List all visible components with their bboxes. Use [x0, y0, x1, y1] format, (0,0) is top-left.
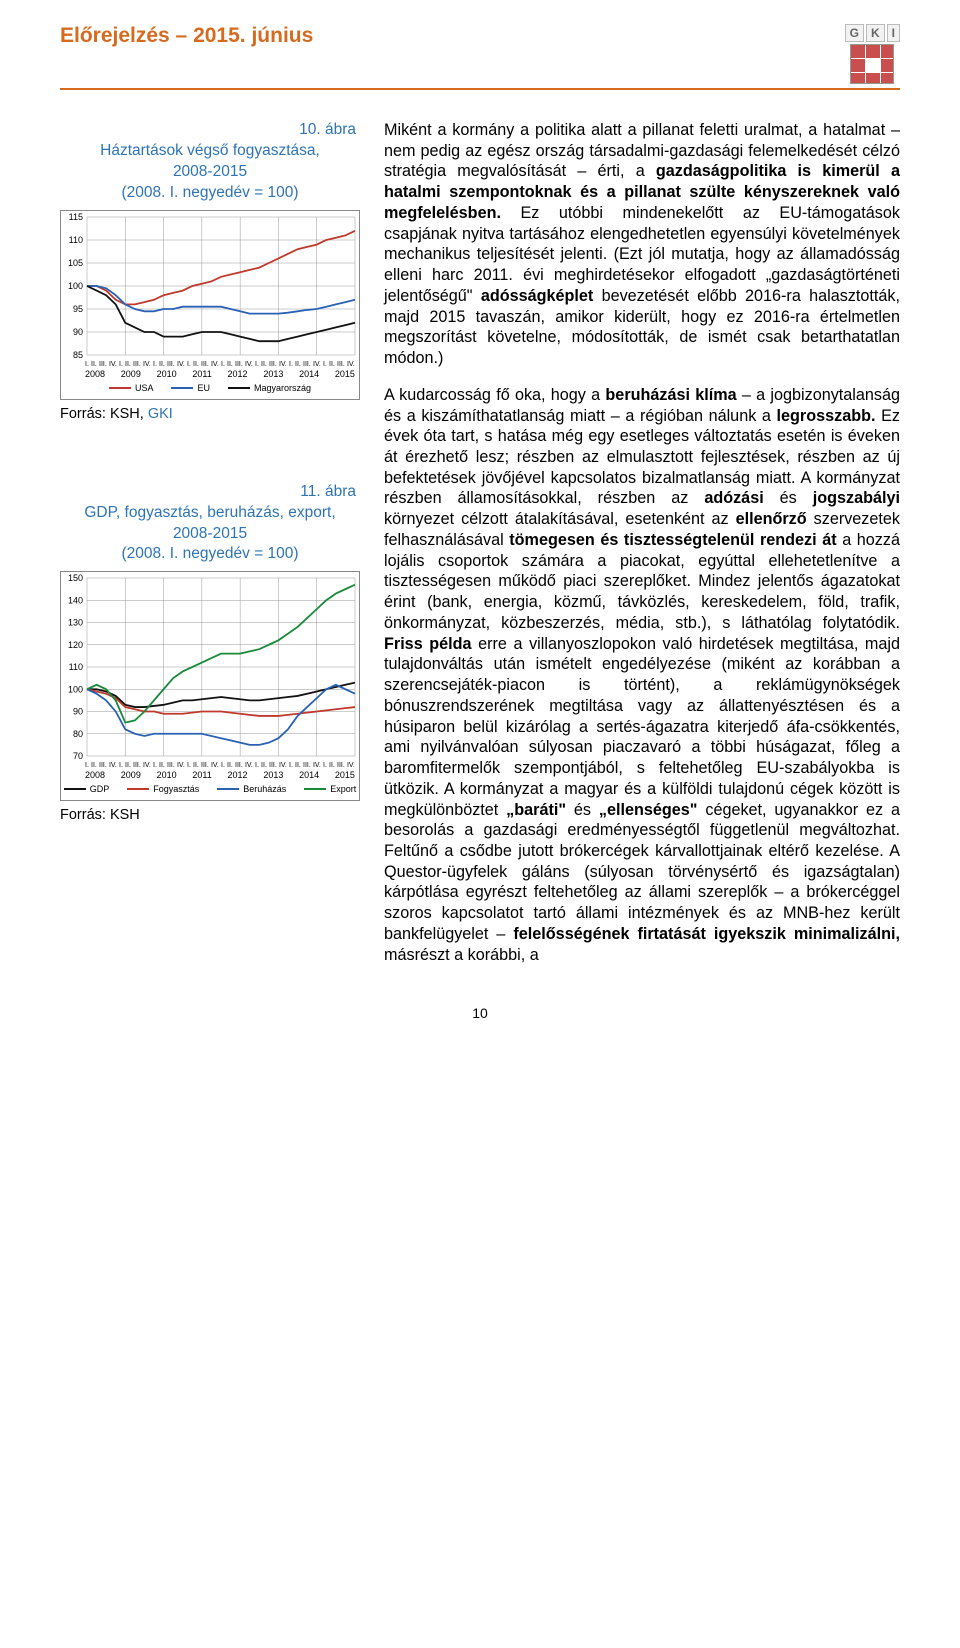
svg-text:90: 90: [73, 707, 83, 717]
svg-text:95: 95: [73, 304, 83, 314]
logo-grid-icon: [850, 44, 894, 84]
svg-text:105: 105: [68, 258, 83, 268]
figure-1-number: 10. ábra: [60, 120, 360, 141]
header-title: Előrejelzés – 2015. június: [60, 24, 313, 48]
body-paragraph-1: Miként a kormány a politika alatt a pill…: [384, 120, 900, 369]
page-root: Előrejelzés – 2015. június G K I 10. ábr…: [0, 0, 960, 1061]
figure-2-title-line: (2008. I. negyedév = 100): [60, 544, 360, 565]
figure-2-source: Forrás: KSH: [60, 807, 360, 823]
legend-item: Magyarország: [228, 383, 311, 393]
legend-item: Beruházás: [217, 784, 286, 794]
page-number: 10: [60, 1005, 900, 1021]
left-column: 10. ábra Háztartások végső fogyasztása, …: [60, 120, 360, 965]
svg-text:110: 110: [69, 235, 83, 245]
logo-letter: G: [845, 24, 864, 42]
svg-text:70: 70: [73, 751, 83, 761]
figure-2-title-line: GDP, fogyasztás, beruházás, export,: [60, 503, 360, 524]
figure-1-title-line: (2008. I. negyedév = 100): [60, 183, 360, 204]
svg-text:150: 150: [68, 573, 83, 583]
figure-2: 11. ábra GDP, fogyasztás, beruházás, exp…: [60, 482, 360, 824]
chart-x-years: 20082009201020112012201320142015: [61, 369, 359, 379]
legend-item: GDP: [64, 784, 110, 794]
svg-text:140: 140: [68, 596, 83, 606]
page-header: Előrejelzés – 2015. június G K I: [60, 24, 900, 84]
figure-2-number: 11. ábra: [60, 482, 360, 503]
chart-legend: GDP Fogyasztás Beruházás Export: [61, 784, 359, 798]
chart-svg: 150 140 130 120 110 100 90 80 70: [61, 572, 361, 762]
figure-2-title-line: 2008-2015: [60, 524, 360, 545]
svg-text:120: 120: [68, 640, 83, 650]
figure-1: 10. ábra Háztartások végső fogyasztása, …: [60, 120, 360, 422]
legend-item: EU: [171, 383, 210, 393]
header-divider: [60, 88, 900, 90]
source-gki: GKI: [148, 406, 173, 422]
svg-text:110: 110: [69, 662, 83, 672]
figure-1-title-line: Háztartások végső fogyasztása,: [60, 141, 360, 162]
legend-item: Fogyasztás: [127, 784, 199, 794]
svg-text:90: 90: [73, 327, 83, 337]
logo-letters: G K I: [845, 24, 900, 42]
logo-letter: K: [866, 24, 885, 42]
logo-letter: I: [887, 24, 900, 42]
svg-text:115: 115: [69, 212, 83, 222]
svg-text:80: 80: [73, 729, 83, 739]
svg-text:130: 130: [68, 618, 83, 628]
chart-x-quarters: I.II.III.IV.I.II.III.IV.I.II.III.IV.I.II…: [61, 762, 359, 769]
legend-item: USA: [109, 383, 154, 393]
content-columns: 10. ábra Háztartások végső fogyasztása, …: [60, 120, 900, 965]
figure-1-chart: 115 110 105 100 95 90 85 I.II.III.IV.I.II.III.…: [60, 210, 360, 400]
chart-legend: USA EU Magyarország: [61, 383, 359, 397]
chart-svg: 115 110 105 100 95 90 85: [61, 211, 361, 361]
legend-item: Export: [304, 784, 356, 794]
figure-1-title-line: 2008-2015: [60, 162, 360, 183]
chart-x-years: 20082009201020112012201320142015: [61, 770, 359, 780]
logo: G K I: [845, 24, 900, 84]
right-column: Miként a kormány a politika alatt a pill…: [384, 120, 900, 965]
body-paragraph-2: A kudarcosság fő oka, hogy a beruházási …: [384, 385, 900, 966]
figure-1-title: 10. ábra Háztartások végső fogyasztása, …: [60, 120, 360, 204]
svg-text:100: 100: [68, 281, 83, 291]
figure-2-title: 11. ábra GDP, fogyasztás, beruházás, exp…: [60, 482, 360, 566]
svg-text:100: 100: [68, 685, 83, 695]
figure-1-source: Forrás: KSH, GKI: [60, 406, 360, 422]
chart-x-quarters: I.II.III.IV.I.II.III.IV.I.II.III.IV.I.II…: [61, 361, 359, 368]
figure-2-chart: 150 140 130 120 110 100 90 80 70 I.II.III.IV.I.I…: [60, 571, 360, 801]
svg-text:85: 85: [73, 350, 83, 360]
source-text: Forrás: KSH,: [60, 406, 148, 422]
